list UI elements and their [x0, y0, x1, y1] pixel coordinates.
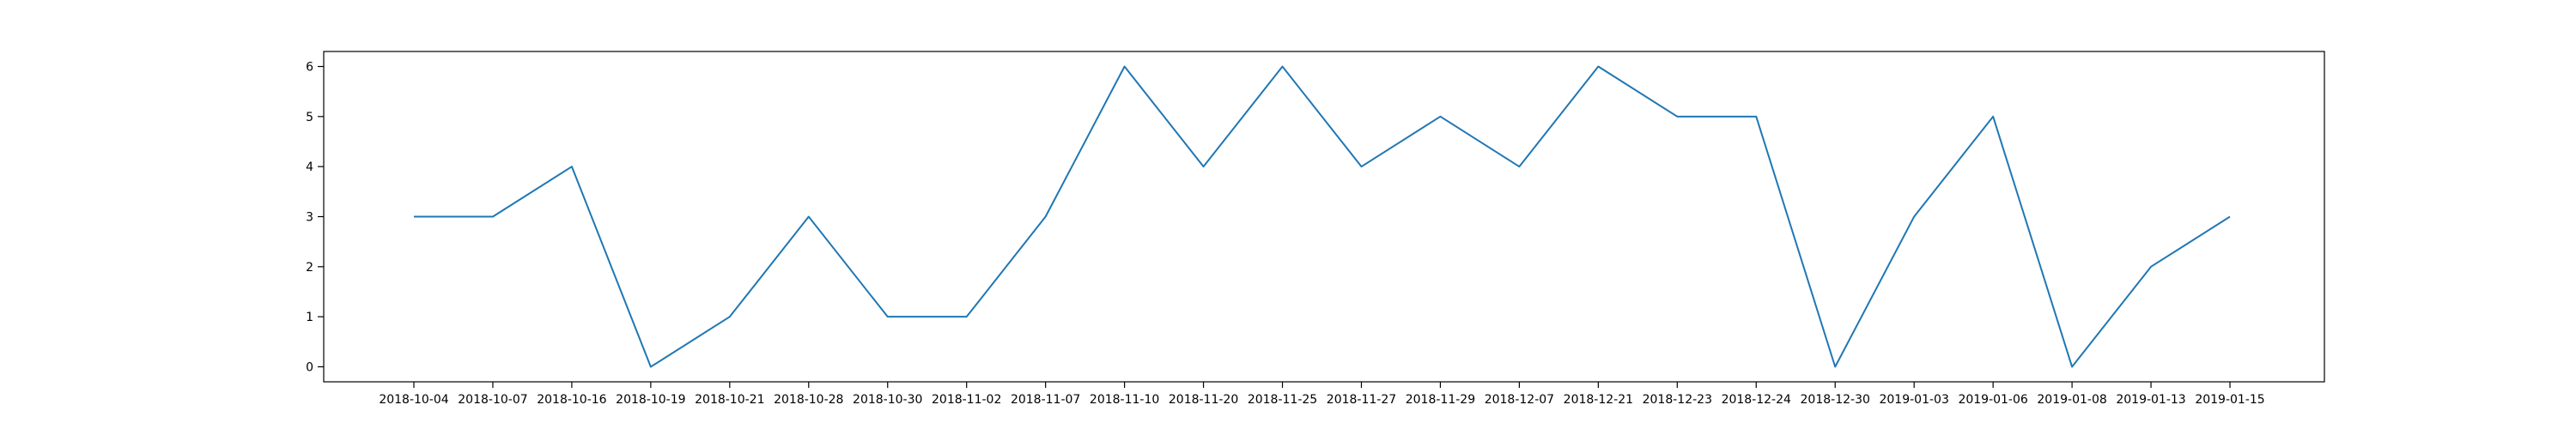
- x-tick-label: 2018-12-07: [1485, 393, 1554, 407]
- x-tick-label: 2019-01-08: [2037, 393, 2106, 407]
- y-tick-label: 2: [306, 261, 313, 275]
- x-tick-label: 2018-12-23: [1643, 393, 1712, 407]
- x-tick-label: 2019-01-03: [1879, 393, 1948, 407]
- x-tick-label: 2018-10-21: [695, 393, 764, 407]
- x-tick-label: 2018-11-02: [932, 393, 1001, 407]
- x-tick-label: 2019-01-15: [2195, 393, 2264, 407]
- plot-area: [414, 65, 2231, 368]
- x-tick-label: 2018-11-07: [1011, 393, 1080, 407]
- y-tick-label: 5: [306, 111, 313, 124]
- x-tick-label: 2018-11-27: [1327, 393, 1396, 407]
- x-tick-label: 2019-01-13: [2116, 393, 2185, 407]
- y-tick-label: 3: [306, 211, 313, 225]
- axes: 2018-10-04 2018-10-07 2018-10-16 2018-10-19…: [306, 51, 2325, 407]
- x-tick-label: 2018-10-30: [853, 393, 922, 407]
- x-tick-label: 2018-11-20: [1169, 393, 1238, 407]
- x-tick-label: 2018-10-07: [458, 393, 527, 407]
- x-tick-label: 2018-11-29: [1406, 393, 1475, 407]
- x-tick-label: 2018-11-25: [1248, 393, 1317, 407]
- x-tick-label: 2018-11-10: [1090, 393, 1159, 407]
- x-tick-label: 2018-12-21: [1564, 393, 1633, 407]
- x-tick-label: 2018-12-24: [1722, 393, 1791, 407]
- y-tick-label: 1: [306, 311, 313, 324]
- x-tick-label: 2018-10-16: [537, 393, 606, 407]
- y-tick-label: 4: [306, 160, 313, 174]
- series-line: [414, 65, 2231, 368]
- y-tick-label: 0: [306, 361, 313, 375]
- x-tick-label: 2018-12-30: [1801, 393, 1870, 407]
- x-tick-label: 2018-10-04: [379, 393, 448, 407]
- x-tick-label: 2018-10-28: [774, 393, 843, 407]
- y-tick-label: 6: [306, 61, 313, 75]
- x-tick-label: 2018-10-19: [616, 393, 685, 407]
- x-tick-label: 2019-01-06: [1958, 393, 2027, 407]
